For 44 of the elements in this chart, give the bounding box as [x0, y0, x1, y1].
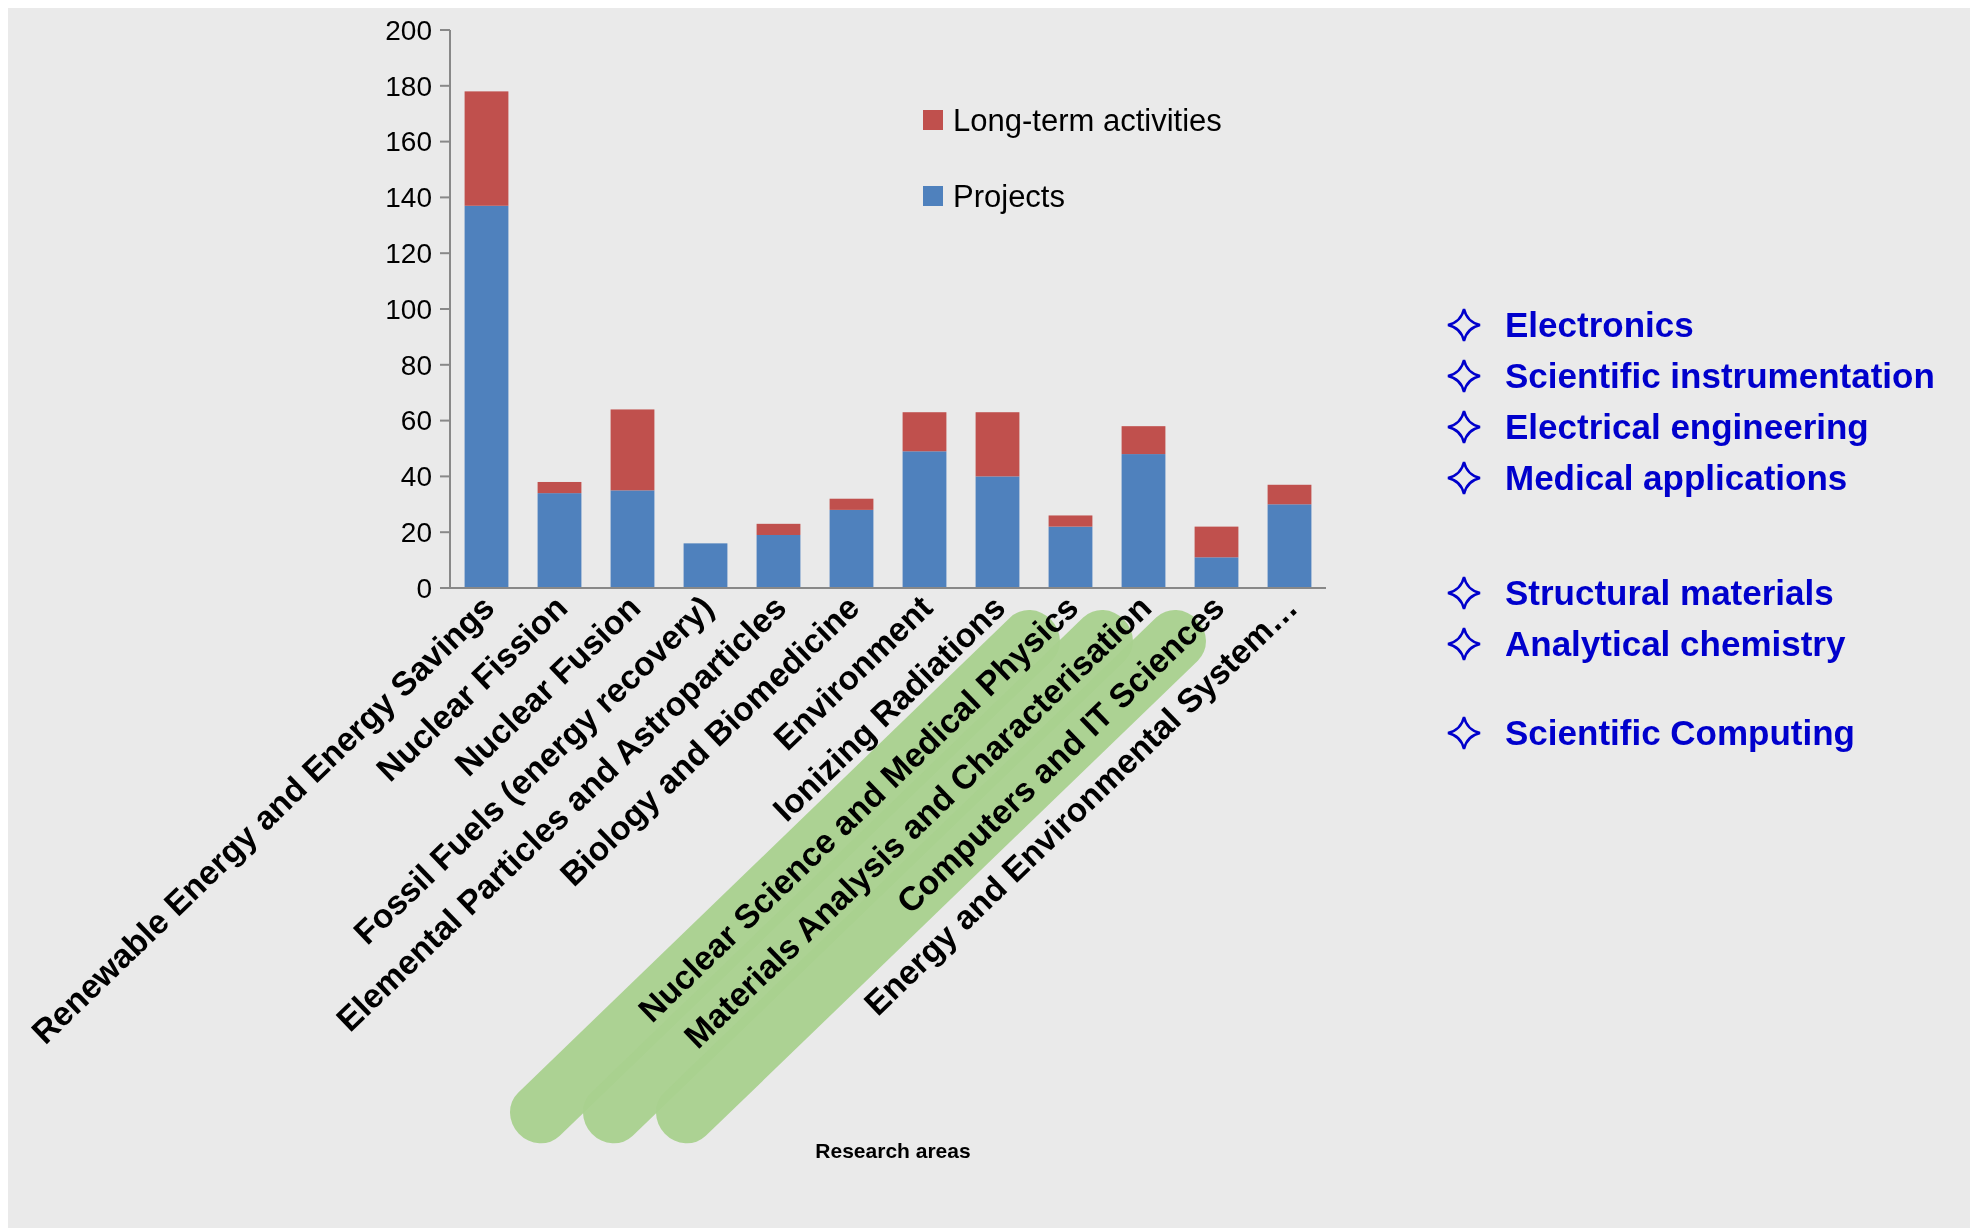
bar — [829, 498, 874, 510]
bar — [610, 490, 655, 588]
y-tick-label: 100 — [385, 293, 432, 325]
text: Scientific instrumentation — [1505, 356, 1935, 396]
legend-label: Projects — [953, 178, 1065, 214]
y-tick-label: 160 — [385, 126, 432, 158]
text: Electronics — [1505, 305, 1694, 345]
y-tick-label: 200 — [385, 14, 432, 46]
bar — [1121, 426, 1166, 455]
text: Scientific Computing — [1505, 713, 1855, 753]
y-tick-label: 20 — [400, 517, 432, 548]
bar — [756, 523, 801, 535]
bar — [975, 412, 1020, 477]
y-tick-label: 40 — [400, 461, 432, 493]
bar — [1048, 526, 1093, 588]
y-tick-label: 120 — [385, 238, 432, 269]
y-tick-label: 80 — [400, 349, 432, 381]
bar — [1194, 557, 1239, 588]
bar — [610, 409, 655, 491]
bar — [902, 412, 947, 452]
bar — [975, 476, 1020, 588]
text: Medical applications — [1505, 458, 1848, 498]
bar — [829, 509, 874, 588]
x-axis-title: Research areas — [815, 1139, 971, 1162]
y-tick-label: 140 — [385, 182, 432, 214]
bar — [1194, 526, 1239, 558]
text: Analytical chemistry — [1505, 624, 1846, 664]
bar — [1121, 454, 1166, 588]
text: Electrical engineering — [1505, 407, 1869, 447]
y-tick-label: 180 — [385, 70, 432, 102]
bar — [1267, 484, 1312, 505]
bar — [902, 451, 947, 588]
bar — [537, 493, 582, 588]
bar — [1267, 504, 1312, 588]
bar — [683, 543, 728, 588]
legend-label: Long-term activities — [953, 102, 1222, 138]
bar — [464, 205, 509, 588]
text: Structural materials — [1505, 573, 1834, 613]
bar — [464, 91, 509, 206]
y-tick-label: 60 — [400, 405, 432, 437]
bar — [537, 481, 582, 494]
y-tick-label: 0 — [416, 572, 432, 604]
bar — [756, 534, 801, 588]
bar — [1048, 515, 1093, 527]
